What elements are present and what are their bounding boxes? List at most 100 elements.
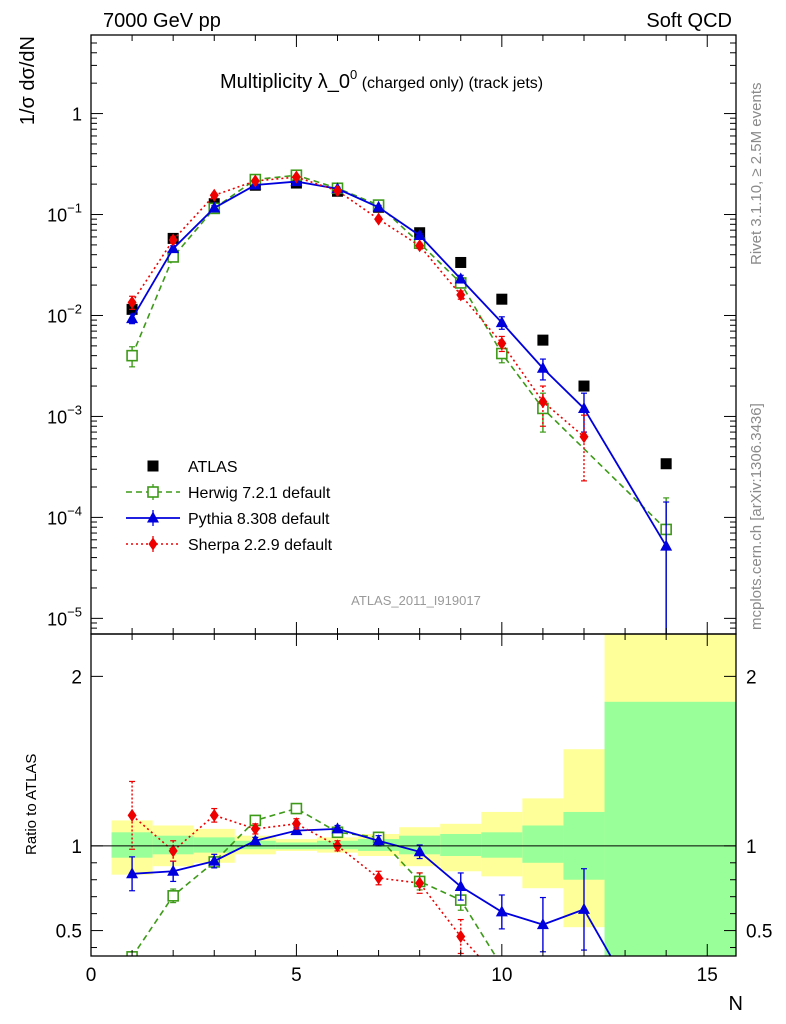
ratio-y-tick-label-right: 0.5 [746,922,772,943]
ratio-point-pythia [126,867,139,879]
band-stat-12 [604,701,736,956]
main-point-atlas [537,334,549,346]
main-point-sherpa [415,239,425,253]
ratio-series-sherpa [127,780,480,956]
ratio-point-herwig [290,802,303,815]
plot-title-superscript: 0 [350,67,357,82]
main-point-sherpa [332,184,342,198]
main-point-sherpa [538,395,548,409]
main-point-pythia [536,361,549,373]
x-tick-label: 15 [697,965,718,986]
ratio-point-pythia [413,845,426,857]
band-stat-10 [522,825,564,863]
ratio-point-pythia [372,834,385,846]
legend-label-sherpa: Sherpa 2.2.9 default [188,537,333,554]
main-point-atlas [455,256,467,268]
ratio-y-tick-label-right: 2 [746,667,757,688]
main-line-herwig [131,174,667,531]
main-y-tick-label: 10−1 [47,201,82,226]
ratio-y-tick-label-right: 1 [746,837,757,858]
legend-entry-herwig: Herwig 7.2.1 default [126,484,331,502]
ratio-point-sherpa [374,871,384,885]
band-stat-2 [193,837,235,853]
energy-label: 7000 GeV pp [103,10,221,32]
ratio-point-sherpa [250,822,260,836]
legend-marker-sherpa [148,537,158,551]
main-y-tick-label: 1 [72,105,82,125]
main-series-sherpa [127,170,589,482]
main-line-sherpa [131,176,585,438]
main-point-pythia [577,401,590,413]
main-point-pythia [167,242,180,254]
main-y-tick-label: 10−3 [47,402,82,427]
mcplots-reference-label: mcplots.cern.ch [arXiv:1306.3436] [748,403,765,630]
x-tick-label: 10 [491,965,512,986]
legend-marker-pythia [147,511,159,523]
ratio-frame [90,633,737,957]
main-point-atlas [496,293,508,305]
ratio-reference-bands [111,634,736,956]
x-axis-label: N [729,993,743,1015]
main-point-pythia [413,228,426,240]
ratio-point-pythia [454,880,467,892]
ratio-panel-series [126,780,631,986]
ratio-point-sherpa [456,930,466,944]
ratio-point-herwig [167,890,179,902]
ratio-y-tick-label: 1 [71,837,82,858]
main-y-tick-label: 10−5 [47,604,82,629]
ratio-point-sherpa [168,844,178,858]
ratio-y-tick-label: 0.5 [56,922,82,943]
ratio-y-tick-label: 2 [71,667,82,688]
ratio-point-sherpa [209,808,219,822]
legend-entry-pythia: Pythia 8.308 default [126,510,330,528]
ratio-point-pythia [495,905,508,917]
ratio-point-pythia [577,902,590,914]
main-point-atlas [578,380,590,392]
legend: ATLAS Herwig 7.2.1 default Pythia 8.308 de… [126,459,333,554]
x-tick-label: 5 [291,965,302,986]
legend-label-herwig: Herwig 7.2.1 default [188,485,331,502]
ratio-point-pythia [167,864,180,876]
legend-label-pythia: Pythia 8.308 default [188,511,330,528]
band-stat-0 [111,832,153,858]
ratio-point-sherpa [291,817,301,831]
legend-marker-atlas [147,460,159,472]
main-point-pythia [126,312,139,324]
plot-title-main: Multiplicity λ_0 [220,71,350,93]
category-label: Soft QCD [646,10,732,32]
main-point-pythia [208,201,221,213]
main-point-sherpa [250,174,260,188]
ratio-point-sherpa [127,808,137,822]
main-panel-series [126,169,673,634]
x-tick-label: 0 [86,965,97,986]
plot-title: Multiplicity λ_00 (charged only) (track … [220,67,543,93]
band-stat-9 [481,832,523,858]
main-point-sherpa [374,212,384,226]
main-point-pythia [454,272,467,284]
rivet-version-label: Rivet 3.1.10, ≥ 2.5M events [748,83,765,266]
main-point-sherpa [209,188,219,202]
legend-marker-herwig [147,486,159,498]
plot-title-subtitle: (charged only) (track jets) [357,75,543,92]
main-point-sherpa [456,288,466,302]
band-stat-8 [440,833,482,857]
main-series-pythia [126,175,673,634]
main-point-herwig [126,349,138,362]
main-point-pythia [372,200,385,212]
main-point-sherpa [579,430,589,444]
ratio-point-pythia [208,854,221,866]
ratio-point-pythia [249,834,262,846]
ratio-point-pythia [619,975,631,986]
ratio-line-herwig [131,807,497,956]
main-point-pythia [660,539,673,551]
ratio-point-pythia [331,822,344,834]
main-point-atlas [660,458,672,470]
main-point-pythia [495,316,508,328]
main-point-sherpa [127,295,137,309]
axes: 1 10−1 10−2 10−3 10−4 10−5 0 5 10 15 0.5 0.5 1 1 2 2 [47,34,772,986]
main-point-sherpa [291,170,301,184]
main-y-tick-label: 10−2 [47,301,82,326]
ratio-point-sherpa [415,876,425,890]
main-y-axis-label: 1/σ dσ/dN [17,36,39,125]
